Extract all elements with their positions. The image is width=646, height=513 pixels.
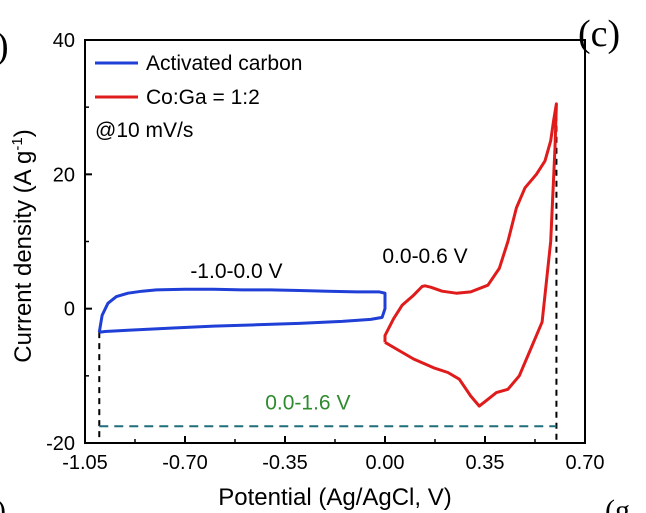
x-tick-label: -1.05 xyxy=(62,452,108,474)
annotation-label: 0.0-1.6 V xyxy=(265,391,350,414)
y-axis-label-main: Current density (A g xyxy=(10,151,37,363)
x-tick-label: 0.70 xyxy=(566,452,605,474)
annotation-label: -1.0-0.0 V xyxy=(190,260,282,283)
y-axis-label-close: ) xyxy=(10,129,37,137)
panel-label-bottom-left: ) xyxy=(0,494,6,513)
y-tick-label: 20 xyxy=(53,164,75,186)
y-tick-label: 0 xyxy=(64,299,75,321)
legend-scan-rate-note: @10 mV/s xyxy=(95,119,193,142)
legend-label-activated-carbon: Activated carbon xyxy=(146,52,302,75)
x-tick-label: 0.35 xyxy=(466,452,505,474)
series-line-activated-carbon xyxy=(97,287,387,334)
x-tick-label: 0.00 xyxy=(366,452,405,474)
series-layer xyxy=(97,102,558,443)
y-axis-label: Current density (A g-1) xyxy=(9,129,37,362)
legend: Activated carbon Co:Ga = 1:2 @10 mV/s xyxy=(95,52,302,142)
annotations: -1.0-0.0 V 0.0-0.6 V 0.0-1.6 V xyxy=(190,245,467,414)
y-tick-label: 40 xyxy=(53,30,75,52)
panel-label-left: ) xyxy=(0,25,9,67)
annotation-label: 0.0-0.6 V xyxy=(382,245,467,268)
x-tick-label: -0.70 xyxy=(162,452,208,474)
axes: -1.05 -0.70 -0.35 0.00 0.35 0.70 -20 0 20 40 xyxy=(46,30,604,474)
panel-label-bottom-right: (g xyxy=(605,494,630,513)
legend-label-co-ga: Co:Ga = 1:2 xyxy=(146,86,260,109)
x-tick-label: -0.35 xyxy=(262,452,308,474)
y-axis-label-exponent: -1 xyxy=(9,137,26,150)
series-line-co-ga xyxy=(383,102,558,408)
y-tick-label: -20 xyxy=(46,433,75,455)
x-axis-label: Potential (Ag/AgCl, V) xyxy=(218,484,451,511)
